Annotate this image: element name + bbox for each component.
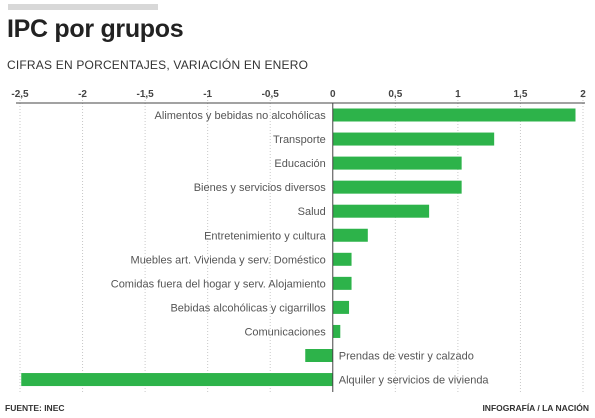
chart-subtitle: CIFRAS EN PORCENTAJES, VARIACIÓN EN ENER…	[7, 58, 309, 72]
bar	[332, 228, 368, 242]
x-tick-label: -1,5	[136, 89, 154, 100]
category-label: Prendas de vestir y calzado	[339, 351, 474, 363]
category-label: Transporte	[273, 134, 326, 146]
bar	[332, 324, 341, 338]
credit-note: INFOGRAFÍA / LA NACIÓN	[482, 403, 589, 413]
bar	[332, 180, 462, 194]
bar	[21, 373, 333, 387]
bar	[332, 300, 350, 314]
category-label: Alimentos y bebidas no alcohólicas	[155, 110, 327, 122]
bar	[332, 108, 576, 122]
category-label: Comunicaciones	[244, 326, 326, 338]
bar	[332, 252, 352, 266]
category-label: Entretenimiento y cultura	[204, 230, 327, 242]
category-label: Comidas fuera del hogar y serv. Alojamie…	[111, 278, 326, 290]
bar	[332, 156, 462, 170]
bar	[332, 204, 430, 218]
x-tick-label: 1,5	[513, 89, 527, 100]
chart-title: IPC por grupos	[7, 15, 184, 43]
bar	[332, 276, 352, 290]
x-tick-label: 2	[580, 89, 586, 100]
x-tick-label: 0,5	[388, 89, 402, 100]
category-label: Bebidas alcohólicas y cigarrillos	[170, 302, 326, 314]
x-tick-label: 1	[455, 89, 461, 100]
category-label: Muebles art. Vivienda y serv. Doméstico	[131, 254, 326, 266]
top-accent-bar	[8, 4, 158, 10]
x-tick-label: -1	[203, 89, 212, 100]
source-note: FUENTE: INEC	[5, 403, 65, 413]
x-tick-label: -2,5	[11, 89, 29, 100]
bar	[305, 349, 333, 362]
category-label: Bienes y servicios diversos	[194, 182, 327, 194]
x-tick-label: 0	[330, 89, 336, 100]
category-label: Salud	[298, 206, 326, 218]
category-label: Educación	[274, 158, 325, 170]
bar	[332, 132, 495, 146]
category-label: Alquiler y servicios de vivienda	[339, 375, 490, 387]
x-tick-label: -0,5	[262, 89, 280, 100]
x-tick-label: -2	[78, 89, 87, 100]
